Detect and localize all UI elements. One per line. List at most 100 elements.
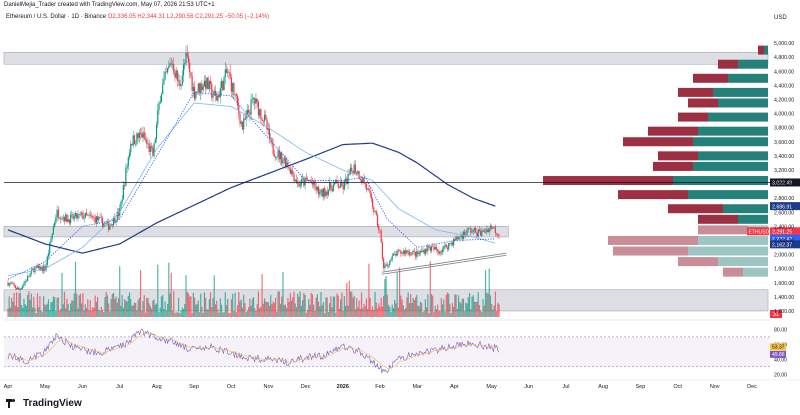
time-tick: Nov	[264, 384, 274, 390]
volume-bar	[444, 311, 446, 317]
volume-bar	[202, 312, 204, 317]
volume-bar	[137, 300, 139, 317]
price-tick: 5,000.00	[774, 41, 794, 47]
volume-bar	[287, 298, 289, 317]
vp-down-bar	[723, 267, 743, 277]
volume-bar	[180, 310, 182, 317]
symbol-legend[interactable]: Ethereum / U.S. Dollar · 1D · Binance O2…	[6, 14, 269, 20]
candle-body	[240, 121, 242, 124]
candle-body	[427, 245, 429, 252]
candle-body	[191, 75, 193, 91]
volume-bar	[84, 304, 86, 317]
volume-bar	[449, 303, 451, 317]
candle-body	[319, 192, 321, 195]
candle-body	[151, 146, 153, 148]
candle-body	[112, 217, 115, 226]
volume-bar	[93, 307, 95, 317]
volume-bar	[454, 294, 456, 317]
vp-down-bar	[658, 151, 698, 161]
candle-body	[182, 64, 185, 76]
volume-bar	[181, 307, 183, 317]
candle-body	[395, 253, 397, 256]
volume-bar	[292, 297, 294, 317]
candle-body	[203, 80, 206, 87]
candle-body	[482, 230, 484, 231]
candle-body	[163, 78, 165, 85]
volume-bar	[209, 292, 212, 317]
currency-label[interactable]: USD	[774, 15, 787, 21]
candle-body	[392, 254, 395, 256]
candle-body	[168, 65, 170, 69]
candle-body	[207, 77, 209, 90]
tradingview-logo[interactable]: TradingView	[6, 398, 82, 409]
volume-bar	[251, 298, 253, 317]
vp-up-bar	[698, 235, 768, 245]
candle-body	[246, 109, 248, 115]
volume-bar	[70, 303, 72, 317]
candle-body	[353, 164, 355, 174]
volume-bar	[162, 294, 164, 317]
volume-bar	[290, 300, 293, 317]
candle-body	[464, 231, 466, 235]
volume-bar	[112, 293, 115, 317]
ma-dotted-line	[7, 91, 496, 280]
volume-bar	[380, 297, 382, 317]
time-axis[interactable]: Apr May Jun Jul Aug Sep Oct Nov Dec 2026 Feb Mar Apr…	[0, 379, 800, 390]
price-tick: 1,600.00	[774, 281, 794, 287]
price-axis[interactable]: 5,000.00 4,800.00 4,600.00 4,400.00 4,200.00…	[774, 41, 794, 315]
candle-body	[480, 231, 482, 236]
volume-bar	[18, 293, 20, 317]
candle-body	[98, 217, 100, 221]
volume-bar	[45, 305, 47, 317]
volume-bar	[367, 308, 369, 317]
price-tick: 2,400.00	[774, 224, 794, 230]
volume-bar	[284, 304, 287, 317]
candle-body	[19, 288, 21, 290]
candle-body	[329, 182, 331, 191]
candle-body	[85, 212, 88, 216]
candle-body	[152, 147, 154, 157]
volume-bar	[422, 312, 424, 317]
candle-body	[74, 213, 77, 217]
candle-body	[454, 239, 456, 241]
candle-body	[468, 228, 471, 229]
time-tick: Mar	[412, 384, 422, 390]
candle-body	[256, 98, 258, 102]
volume-bar	[175, 311, 177, 317]
volume-bar	[310, 292, 312, 317]
vp-down-bar	[693, 73, 728, 83]
candle-body	[125, 168, 127, 186]
volume-bar	[282, 272, 284, 317]
volume-bar	[362, 308, 364, 317]
volume-bar	[473, 301, 476, 317]
candle-body	[66, 214, 68, 222]
candle-body	[278, 150, 280, 160]
time-tick: Jun	[524, 384, 533, 390]
volume-bar	[120, 305, 122, 317]
candle-body	[381, 242, 384, 259]
volume-bar	[299, 291, 301, 317]
candle-body	[477, 229, 479, 237]
volume-bar	[41, 312, 43, 317]
volume-bar	[176, 312, 179, 317]
volume-bar	[497, 302, 499, 317]
volume-bar	[187, 293, 190, 317]
candle-body	[221, 80, 223, 89]
candle-body	[347, 173, 349, 185]
time-tick: Apr	[450, 384, 459, 390]
price-tick: 3,200.00	[774, 168, 794, 174]
volume-bar	[275, 297, 277, 317]
candle-body	[417, 251, 419, 255]
volume-bar	[349, 291, 352, 317]
candle-body	[399, 250, 401, 252]
volume-bar	[270, 295, 272, 317]
candle-body	[99, 217, 101, 218]
candle-body	[160, 94, 163, 103]
candle-body	[13, 283, 15, 286]
volume-bar	[370, 309, 372, 317]
volume-bar	[256, 304, 258, 317]
candle-body	[27, 276, 29, 281]
volume-bar	[401, 299, 403, 317]
time-tick: Dec	[301, 384, 311, 390]
